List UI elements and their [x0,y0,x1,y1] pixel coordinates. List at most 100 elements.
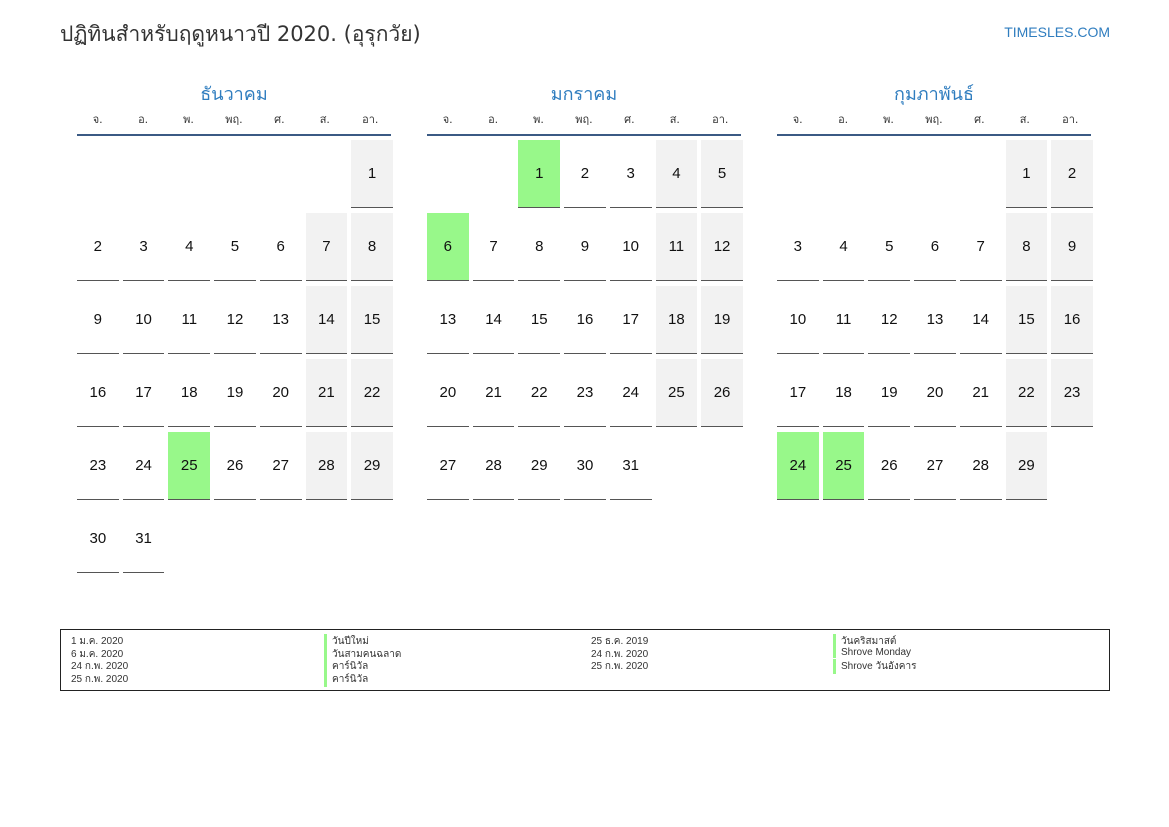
day-cell: 22 [518,359,561,427]
day-cell: 26 [701,359,743,427]
month-january: มกราคม จ. อ. พ. พฤ. ศ. ส. อา. 1 2 3 4 5 6 7 8 9 10 11 12 1… [427,80,743,500]
month-february: กุมภาพันธ์ จ. อ. พ. พฤ. ศ. ส. อา. 1 2 3 4 5 6 7 8 9 10 1… [777,80,1093,500]
day-cell: 10 [777,286,819,354]
day-cell: 17 [777,359,819,427]
day-cell: 1 [351,140,393,208]
day-cell: 20 [259,359,302,427]
day-cell: 16 [77,359,119,427]
empty-cell [260,140,302,207]
weekday-label: ศ. [624,113,635,126]
legend-holiday: คาร์นิวัล [324,659,368,674]
day-cell: 11 [655,213,698,281]
weekday-label: พฤ. [925,113,943,126]
month-title: กุมภาพันธ์ [894,84,974,105]
month-december: ธันวาคม จ. อ. พ. พฤ. ศ. ส. อา. 1 2 3 4 5 6 7 8 9 10 11 12… [77,80,393,573]
site-link[interactable]: TIMESLES.COM [1004,24,1110,40]
day-cell: 7 [305,213,348,281]
day-cell: 4 [655,140,698,208]
day-cell: 27 [427,432,469,500]
day-cell: 5 [701,140,743,208]
weekday-label: อา. [712,113,729,126]
day-cell: 8 [351,213,393,281]
weekday-label: พฤ. [575,113,593,126]
weekday-label: อา. [1062,113,1079,126]
holiday-day-cell: 6 [427,213,469,281]
day-cell: 15 [518,286,561,354]
day-cell: 19 [868,359,911,427]
day-cell: 22 [1005,359,1048,427]
day-cell: 11 [168,286,211,354]
day-cell: 11 [822,286,865,354]
weekday-label: พฤ. [225,113,243,126]
day-cell: 24 [609,359,652,427]
day-cell: 31 [122,505,165,573]
day-cell: 30 [77,505,119,573]
day-cell: 16 [564,286,606,354]
day-cell: 31 [609,432,652,500]
weekday-label: จ. [792,113,803,126]
weekday-label: ศ. [974,113,985,126]
legend-row: 1 ม.ค. 2020 วันปีใหม่ 25 ธ.ค. 2019 วันคร… [61,634,1109,649]
empty-cell [823,140,865,207]
day-cell: 23 [1051,359,1093,427]
day-cell: 7 [472,213,515,281]
day-cell: 3 [777,213,819,281]
day-cell: 21 [472,359,515,427]
day-cell: 22 [351,359,393,427]
legend-date: 1 ม.ค. 2020 [71,636,124,647]
day-cell: 18 [168,359,211,427]
day-cell: 20 [914,359,956,427]
empty-cell [214,140,256,207]
legend-date: 25 ก.พ. 2020 [591,661,649,672]
day-cell: 21 [959,359,1002,427]
day-cell: 26 [868,432,911,500]
weekday-label: ส. [1019,113,1030,126]
legend-holiday: Shrove Monday [833,646,911,658]
day-cell: 3 [122,213,165,281]
legend-holiday: คาร์นิวัล [324,671,368,687]
day-cell: 25 [655,359,698,427]
day-cell: 28 [959,432,1002,500]
holiday-legend: 1 ม.ค. 2020 วันปีใหม่ 25 ธ.ค. 2019 วันคร… [60,629,1110,691]
month-grid: 1 2 3 4 5 6 7 8 9 10 11 12 13 14 15 16 17 18 19 20 21 22 23 24 2… [427,136,743,500]
legend-holiday: วันคริสมาสต์ [833,634,896,649]
day-cell: 5 [868,213,911,281]
legend-date: 6 ม.ค. 2020 [71,648,124,660]
month-grid: 1 2 3 4 5 6 7 8 9 10 11 12 13 14 15 16 17 18 19 20 21 22 23 24 2… [77,136,393,573]
holiday-day-cell: 25 [168,432,211,500]
day-cell: 17 [122,359,165,427]
legend-date: 25 ธ.ค. 2019 [591,636,649,647]
day-cell: 2 [77,213,119,281]
day-cell: 9 [1051,213,1093,281]
weekday-label: อ. [138,113,149,126]
empty-cell [77,140,119,207]
day-cell: 28 [472,432,515,500]
weekday-header: จ. อ. พ. พฤ. ศ. ส. อา. [427,110,741,136]
empty-cell [960,140,1002,207]
legend-holiday: Shrove วันอังคาร [833,659,916,674]
page-title: ปฏิทินสำหรับฤดูหนาวปี 2020. (อุรุกวัย) [60,22,421,46]
day-cell: 18 [822,359,865,427]
weekday-label: จ. [92,113,103,126]
day-cell: 29 [351,432,393,500]
weekday-label: อา. [362,113,379,126]
empty-cell [777,140,819,207]
empty-cell [427,140,469,207]
day-cell: 29 [518,432,561,500]
day-cell: 16 [1051,286,1093,354]
day-cell: 17 [609,286,652,354]
legend-date: 24 ก.พ. 2020 [591,648,649,660]
day-cell: 27 [914,432,956,500]
empty-cell [868,140,910,207]
day-cell: 30 [564,432,606,500]
day-cell: 19 [214,359,256,427]
legend-date: 25 ก.พ. 2020 [71,673,129,685]
day-cell: 13 [259,286,302,354]
day-cell: 2 [564,140,606,208]
empty-cell [306,140,348,207]
day-cell: 10 [609,213,652,281]
day-cell: 1 [1005,140,1048,208]
day-cell: 4 [168,213,211,281]
day-cell: 14 [959,286,1002,354]
holiday-day-cell: 24 [777,432,819,500]
